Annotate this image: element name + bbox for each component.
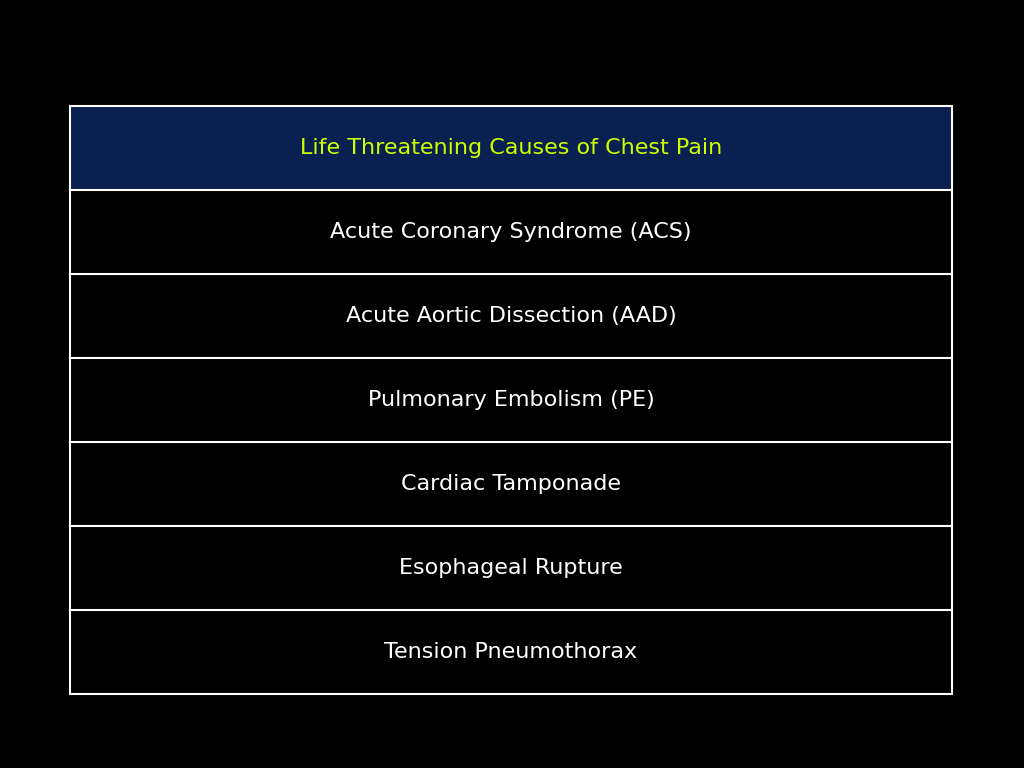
Text: Cardiac Tamponade: Cardiac Tamponade	[401, 474, 621, 494]
Bar	[70, 358, 952, 442]
Text: Life Threatening Causes of Chest Pain: Life Threatening Causes of Chest Pain	[300, 138, 722, 158]
Bar	[70, 106, 952, 190]
Bar	[70, 442, 952, 525]
Bar	[70, 190, 952, 274]
Bar	[70, 610, 952, 694]
Bar	[70, 274, 952, 358]
Text: Acute Coronary Syndrome (ACS): Acute Coronary Syndrome (ACS)	[330, 222, 692, 242]
Bar	[70, 525, 952, 610]
Text: Acute Aortic Dissection (AAD): Acute Aortic Dissection (AAD)	[346, 306, 676, 326]
Text: Esophageal Rupture: Esophageal Rupture	[399, 558, 623, 578]
Bar	[70, 106, 952, 694]
Text: Pulmonary Embolism (PE): Pulmonary Embolism (PE)	[368, 389, 654, 410]
Text: Tension Pneumothorax: Tension Pneumothorax	[384, 641, 638, 661]
